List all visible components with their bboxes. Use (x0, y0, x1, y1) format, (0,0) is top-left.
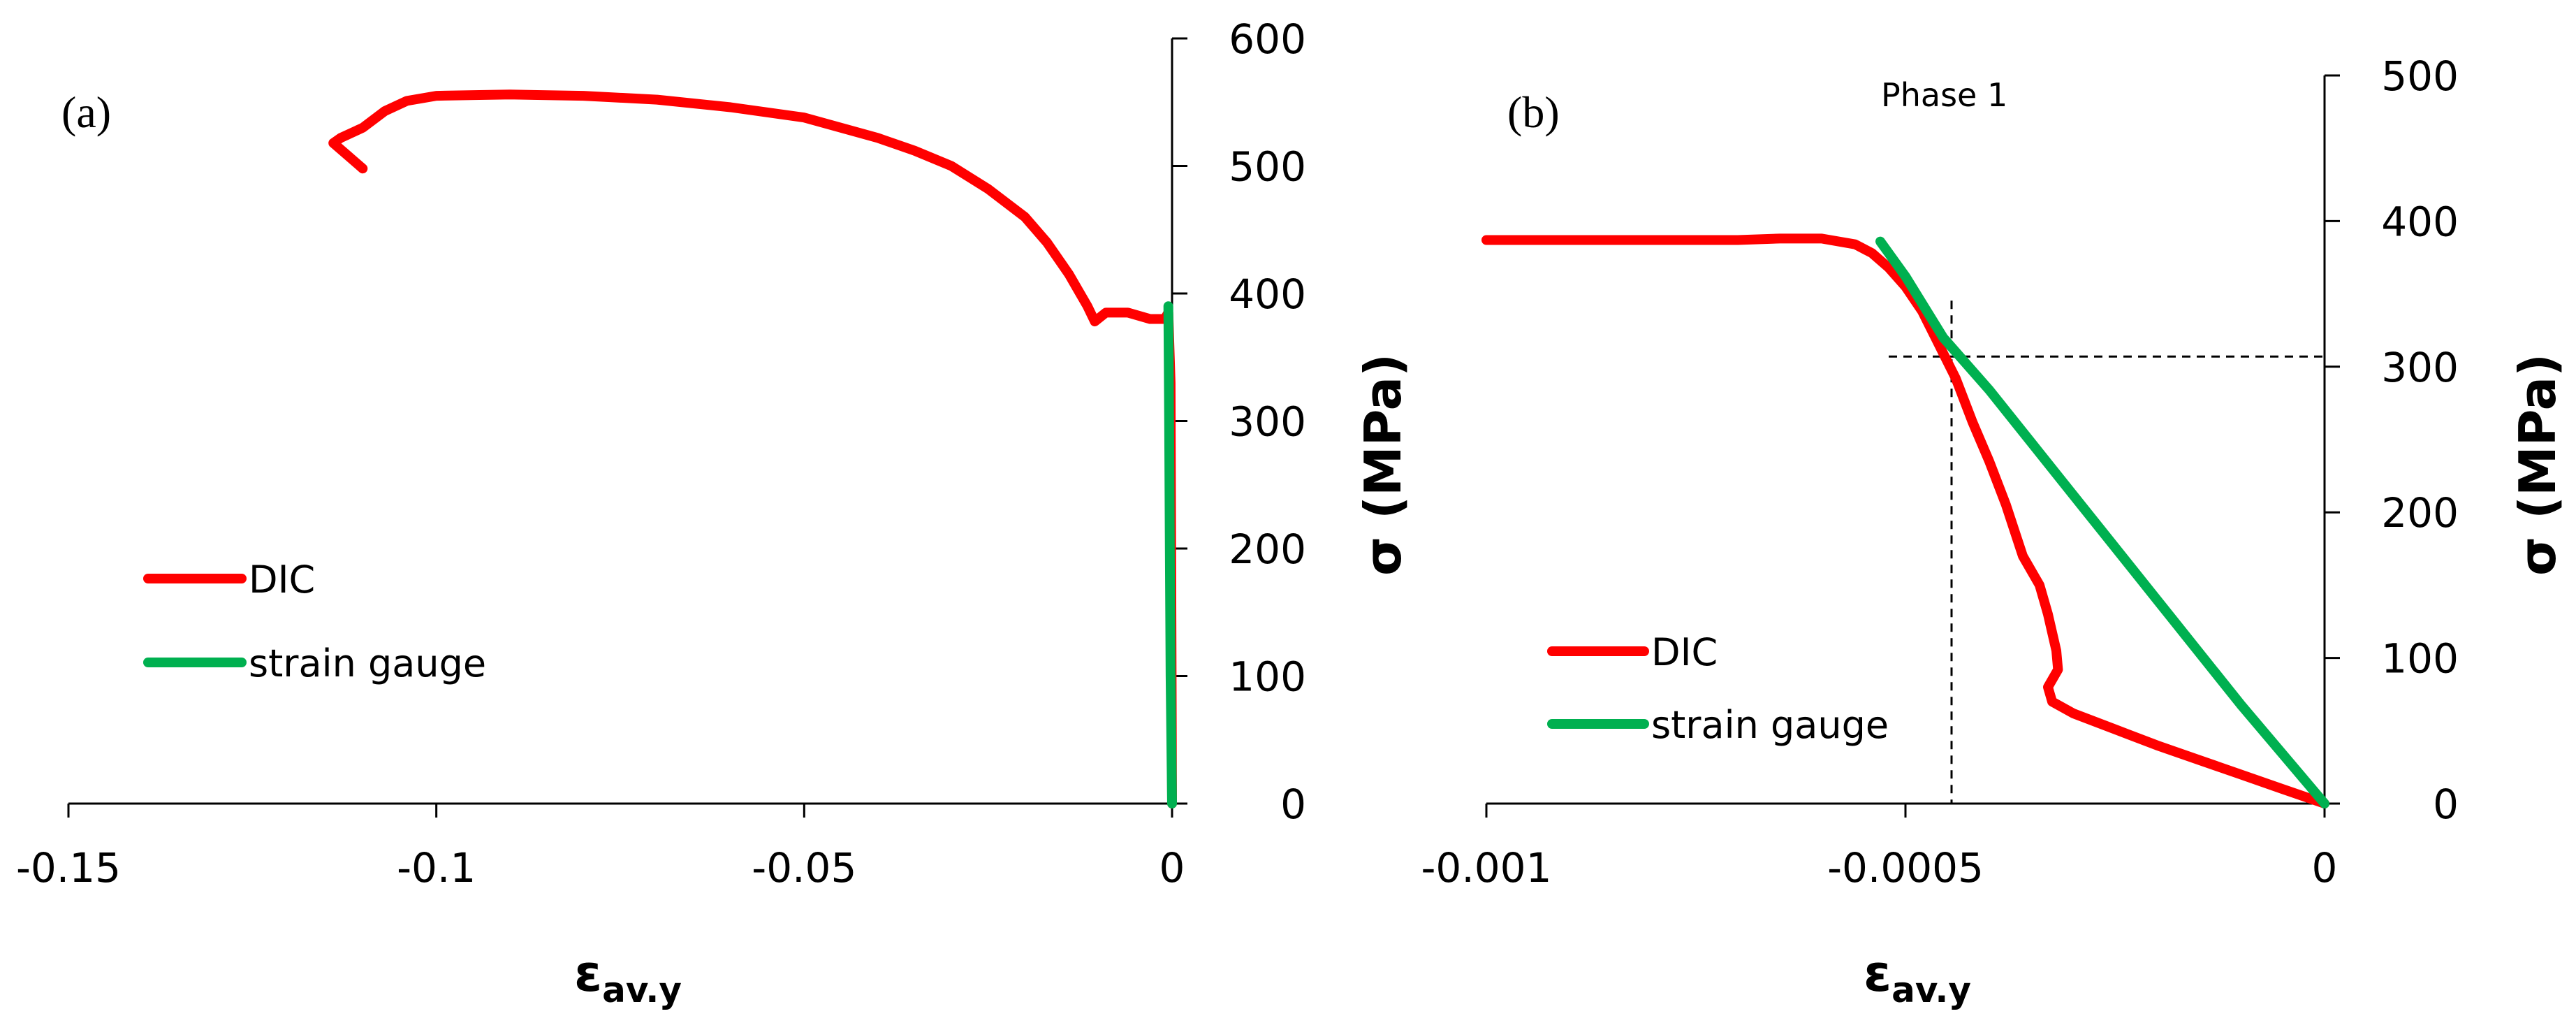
panel-a-strain-gauge-line (1163, 301, 1177, 808)
panel-a-y-tick-label: 500 (1229, 143, 1306, 191)
panel-a-x-tick-label: -0.1 (397, 844, 476, 892)
panel-b-y-tick-label: 0 (2433, 781, 2459, 828)
panel-a-x-axis-title-main: ε (574, 944, 602, 1003)
panel-b-y-tick-label: 500 (2381, 52, 2459, 100)
panel-b-x-tick-label: -0.0005 (1827, 844, 1984, 892)
panel-b-legend: DIC strain gauge (1547, 630, 1889, 747)
panel-b-x-tick-label: -0.001 (1421, 844, 1552, 892)
panel-a-y-tick-label: 300 (1229, 398, 1306, 446)
panel-a-y-tick-label: 0 (1280, 781, 1306, 828)
panel-b-label: (b) (1507, 87, 1560, 137)
panel-a-y-tick-label: 100 (1229, 653, 1306, 701)
panel-b-dic-line (1481, 233, 2329, 808)
panel-a-legend: DIC strain gauge (143, 558, 486, 685)
panel-b-x-axis-title-sub: av.y (1891, 970, 1971, 1010)
panel-b-y-tick-label: 300 (2381, 344, 2459, 391)
panel-a-y-tick-label: 600 (1229, 15, 1306, 63)
panel-b-x-axis-title: εav.y (1864, 944, 1971, 1010)
panel-b-x-axis-title-main: ε (1864, 944, 1891, 1003)
panel-b-chart: (b) Phase 1 -0.001 -0.0005 0 0 100 200 300 400… (1421, 52, 2567, 1010)
panel-b-y-axis-title: σ (MPa) (2508, 354, 2567, 576)
panel-b-y-tick-label: 200 (2381, 489, 2459, 537)
panel-a-y-tick-label: 200 (1229, 525, 1306, 573)
panel-b-y-tick-label: 100 (2381, 635, 2459, 683)
panel-b-legend-strain-gauge-label: strain gauge (1651, 703, 1889, 747)
panel-a-x-tick-label: -0.05 (752, 844, 856, 892)
panel-b-x-tick-label: 0 (2312, 844, 2338, 892)
panel-b-phase-annotation: Phase 1 (1881, 76, 2007, 114)
panel-a-label: (a) (61, 87, 111, 137)
panel-b-y-tick-label: 400 (2381, 198, 2459, 245)
panel-a-legend-strain-gauge-label: strain gauge (249, 641, 486, 685)
panel-a-x-axis-title-sub: av.y (602, 970, 682, 1010)
panel-b-legend-dic-label: DIC (1651, 630, 1718, 674)
panel-a-x-tick-label: 0 (1159, 844, 1185, 892)
panel-a-dic-line (328, 89, 1177, 808)
panel-a-x-axis-title: εav.y (574, 944, 682, 1010)
panel-a-chart: (a) -0.15 -0.1 -0.05 0 0100200300400500600 … (16, 15, 1412, 1010)
panel-a-y-axis-title: σ (MPa) (1354, 354, 1412, 576)
panel-a-legend-dic-label: DIC (249, 558, 315, 602)
panel-b-strain-gauge-line (1875, 236, 2329, 808)
panel-a-x-tick-label: -0.15 (16, 844, 121, 892)
panel-a-y-tick-label: 400 (1229, 270, 1306, 318)
